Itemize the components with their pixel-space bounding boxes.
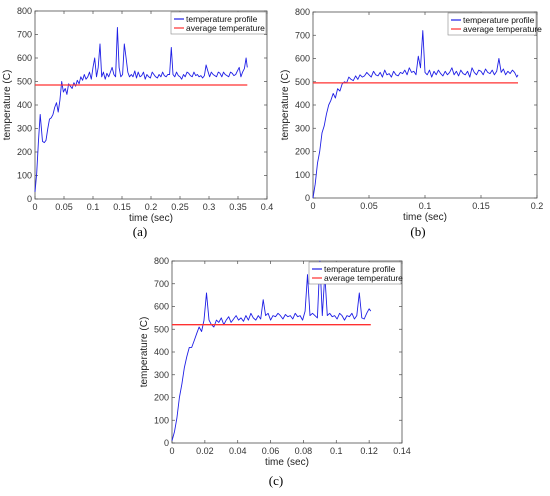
y-tick-label: 500 bbox=[17, 77, 32, 87]
x-tick-label: 0.02 bbox=[196, 446, 214, 456]
x-tick-label: 0.2 bbox=[145, 202, 158, 212]
plot-area-b bbox=[312, 11, 538, 199]
temperature-profile-line bbox=[312, 30, 519, 199]
y-axis-label: temperature (C) bbox=[280, 70, 291, 141]
x-tick-label: 0.06 bbox=[262, 446, 280, 456]
x-tick-label: 0.05 bbox=[360, 201, 378, 211]
x-axis-label: time (sec) bbox=[129, 213, 173, 224]
x-tick-label: 0 bbox=[169, 446, 174, 456]
y-axis-label: temperature (C) bbox=[2, 70, 13, 141]
x-tick-label: 0.14 bbox=[393, 446, 411, 456]
y-tick-label: 800 bbox=[17, 6, 32, 16]
x-tick-label: 0.1 bbox=[419, 201, 432, 211]
x-tick-label: 0.05 bbox=[55, 202, 73, 212]
y-tick-label: 600 bbox=[17, 53, 32, 63]
legend-label-average-temperature: average temperature bbox=[463, 24, 542, 34]
x-axis-label: time (sec) bbox=[265, 457, 309, 468]
x-tick-label: 0 bbox=[32, 202, 37, 212]
x-tick-label: 0.35 bbox=[229, 202, 247, 212]
y-axis-label: temperature (C) bbox=[139, 317, 150, 388]
y-tick-label: 500 bbox=[154, 324, 169, 334]
chart-panel-b: 0 0.05 0.1 0.15 0.2 0 100 200 300 400 500 600 700 800… bbox=[280, 7, 543, 223]
x-tick-label: 0.4 bbox=[261, 202, 274, 212]
y-tick-label: 200 bbox=[295, 147, 310, 157]
legend-label-temperature-profile: temperature profile bbox=[463, 15, 535, 25]
y-tick-label: 700 bbox=[295, 30, 310, 40]
y-tick-label: 500 bbox=[295, 77, 310, 87]
x-tick-label: 0.12 bbox=[360, 446, 378, 456]
legend-box bbox=[308, 261, 402, 285]
y-tick-label: 200 bbox=[17, 147, 32, 157]
x-axis-label: time (sec) bbox=[403, 212, 447, 223]
panel-label-a: (a) bbox=[133, 224, 147, 239]
y-tick-label: 400 bbox=[17, 100, 32, 110]
y-tick-label: 800 bbox=[295, 7, 310, 17]
y-tick-label: 600 bbox=[154, 302, 169, 312]
plot-area-a bbox=[34, 10, 268, 200]
y-tick-label: 700 bbox=[154, 279, 169, 289]
x-tick-label: 0.1 bbox=[87, 202, 100, 212]
y-tick-label: 100 bbox=[295, 170, 310, 180]
plot-area-c bbox=[171, 260, 403, 444]
y-tick-label: 100 bbox=[17, 171, 32, 181]
legend-label-temperature-profile: temperature profile bbox=[324, 264, 396, 274]
panel-label-b: (b) bbox=[410, 224, 425, 239]
x-tick-label: 0.1 bbox=[330, 446, 343, 456]
panel-label-c: (c) bbox=[269, 473, 283, 488]
y-tick-label: 100 bbox=[154, 415, 169, 425]
temperature-profile-line bbox=[171, 260, 372, 441]
legend-label-temperature-profile: temperature profile bbox=[186, 14, 258, 24]
chart-panel-a: 0 0.05 0.1 0.15 0.2 0.25 0.3 0.35 0.4 0 100 200 300 4… bbox=[2, 6, 273, 224]
x-tick-label: 0.15 bbox=[113, 202, 131, 212]
y-tick-label: 300 bbox=[154, 370, 169, 380]
y-tick-label: 0 bbox=[305, 193, 310, 203]
y-tick-label: 0 bbox=[27, 194, 32, 204]
legend-box bbox=[170, 11, 267, 35]
x-tick-label: 0.3 bbox=[203, 202, 216, 212]
legend-box bbox=[447, 12, 537, 36]
x-tick-label: 0.2 bbox=[531, 201, 544, 211]
x-tick-label: 0.15 bbox=[472, 201, 490, 211]
legend-label-average-temperature: average temperature bbox=[324, 273, 403, 283]
y-tick-label: 200 bbox=[154, 393, 169, 403]
y-tick-label: 700 bbox=[17, 30, 32, 40]
y-tick-label: 300 bbox=[295, 123, 310, 133]
x-tick-label: 0 bbox=[310, 201, 315, 211]
x-tick-label: 0.25 bbox=[171, 202, 189, 212]
y-tick-label: 400 bbox=[154, 347, 169, 357]
y-tick-label: 300 bbox=[17, 124, 32, 134]
y-tick-label: 800 bbox=[154, 256, 169, 266]
chart-panel-c: 0 0.02 0.04 0.06 0.08 0.1 0.12 0.14 0 100 200 300 40… bbox=[139, 256, 411, 468]
x-tick-label: 0.08 bbox=[295, 446, 313, 456]
y-tick-label: 0 bbox=[164, 438, 169, 448]
y-tick-label: 600 bbox=[295, 54, 310, 64]
y-tick-label: 400 bbox=[295, 100, 310, 110]
legend-label-average-temperature: average temperature bbox=[186, 23, 265, 33]
x-tick-label: 0.04 bbox=[229, 446, 247, 456]
